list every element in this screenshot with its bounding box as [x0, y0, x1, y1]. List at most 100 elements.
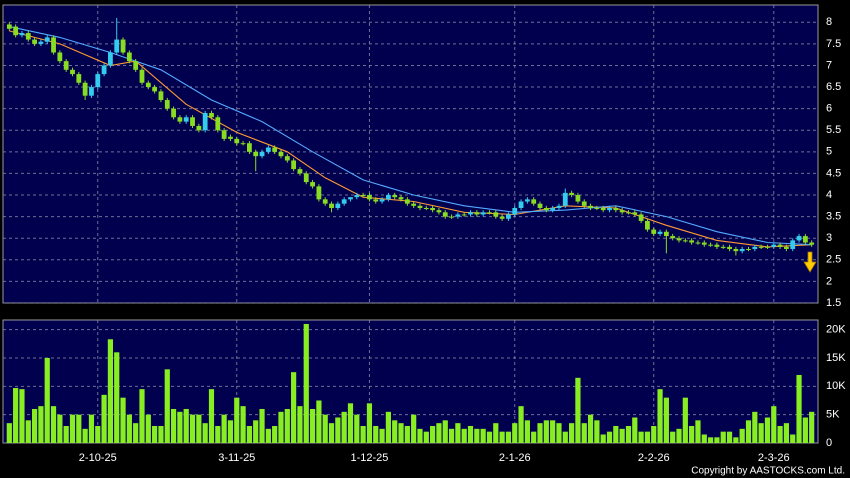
volume-bar: [88, 414, 95, 443]
x-tick-label: 2-2-26: [638, 452, 670, 464]
volume-bar: [76, 414, 82, 443]
volume-bar: [606, 431, 613, 443]
volume-bar: [164, 369, 170, 443]
candle-body: [284, 156, 290, 161]
volume-bar: [379, 428, 385, 443]
y-tick-label: 3: [826, 232, 832, 244]
volume-bar: [145, 414, 151, 443]
y-tick-label: 2.5: [826, 254, 841, 266]
candle-body: [607, 207, 612, 211]
y-tick-label: 6.5: [826, 81, 841, 93]
candle-body: [695, 242, 701, 244]
y-tick-label: 2: [826, 275, 832, 287]
volume-bar: [455, 423, 461, 443]
volume-bar: [423, 431, 429, 443]
x-tick-label: 2-3-26: [758, 452, 790, 464]
volume-bar: [63, 425, 69, 443]
volume-bar: [335, 417, 341, 443]
candle-body: [449, 216, 454, 218]
candle-body: [215, 117, 221, 131]
volume-bar: [373, 425, 379, 443]
candle-body: [556, 205, 562, 208]
candle-body: [594, 207, 600, 209]
candle-body: [575, 195, 581, 202]
candle-body: [619, 210, 625, 213]
candle-body: [139, 69, 145, 83]
volume-bar: [170, 408, 177, 443]
volume-tick-label: 10K: [826, 380, 846, 392]
candle-body: [765, 246, 770, 248]
candle-body: [708, 244, 713, 246]
y-tick-label: 4: [826, 189, 832, 201]
volume-bar: [177, 411, 183, 443]
volume-bar: [234, 397, 240, 443]
plot-layer: 1.5 2 2.5 3 3.5 4 4.5 5 5.5 6 6.5 7 7.5 8 0 5K 10K 15K 20K…: [3, 5, 846, 464]
volume-bar: [783, 423, 790, 443]
candle-body: [626, 212, 631, 214]
candle-body: [95, 74, 101, 88]
volume-bar: [651, 425, 657, 443]
volume-bar: [581, 423, 587, 443]
volume-bar: [6, 423, 12, 443]
candle-body: [322, 199, 328, 204]
candle-body: [297, 169, 303, 174]
volume-bar: [303, 323, 309, 443]
volume-bar: [240, 406, 246, 443]
candle-body: [417, 205, 423, 208]
volume-bar: [398, 423, 404, 443]
candle-body: [101, 65, 107, 75]
volume-bar: [385, 411, 391, 443]
volume-bar: [790, 434, 796, 443]
volume-bar: [758, 423, 764, 443]
volume-bar: [499, 431, 505, 443]
volume-bar: [183, 408, 189, 443]
candle-body: [57, 52, 63, 62]
candle-body: [171, 108, 176, 118]
volume-bar: [354, 414, 360, 443]
candle-body: [493, 212, 499, 217]
candle-body: [796, 236, 802, 241]
volume-bar: [638, 431, 644, 443]
x-tick-label: 2-1-26: [499, 452, 531, 464]
candle-body: [246, 143, 252, 152]
volume-bar: [556, 423, 562, 443]
candle-body: [651, 229, 657, 234]
candle-body: [291, 160, 297, 170]
volume-bar: [25, 420, 31, 443]
volume-bar: [316, 400, 322, 443]
candle-body: [588, 205, 593, 208]
candle-body: [240, 143, 246, 145]
volume-bar: [632, 417, 638, 443]
volume-bar: [82, 428, 88, 443]
candle-body: [802, 236, 808, 243]
candle-body: [600, 207, 606, 211]
candle-body: [638, 214, 644, 221]
last-price-arrow: [803, 251, 817, 273]
candle-body: [379, 199, 385, 202]
price-panel: [2, 4, 819, 304]
candle-body: [177, 117, 183, 122]
candle-body: [70, 69, 75, 75]
volume-tick-label: 5K: [826, 409, 840, 421]
candle-body: [430, 207, 436, 211]
candle-body: [228, 136, 233, 139]
candle-body: [613, 207, 619, 211]
candle-body: [562, 192, 568, 206]
candle-body: [474, 212, 480, 215]
volume-bar: [278, 411, 284, 443]
candle-body: [38, 41, 44, 44]
volume-bar: [215, 425, 221, 443]
candle-body: [461, 214, 467, 216]
volume-bar: [701, 434, 707, 443]
candle-body: [739, 249, 745, 252]
x-tick-label: 2-10-25: [79, 452, 117, 464]
candle-body: [32, 39, 37, 44]
candle-body: [455, 214, 461, 217]
candle-body: [183, 117, 189, 122]
candle-body: [720, 246, 726, 248]
x-tick-label: 3-11-25: [218, 452, 255, 464]
volume-bar: [253, 420, 259, 443]
volume-bar: [246, 425, 252, 443]
volume-bar: [272, 425, 278, 443]
volume-bar: [436, 423, 442, 443]
